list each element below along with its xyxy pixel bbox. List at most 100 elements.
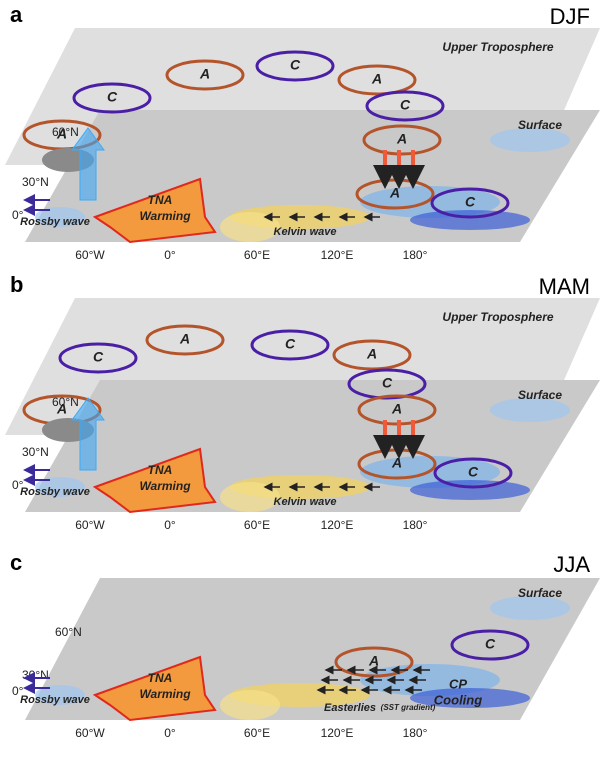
kelvin-label: Kelvin wave xyxy=(274,226,337,238)
season: MAM xyxy=(539,274,590,299)
sst-anomaly xyxy=(490,398,570,422)
lon-label: 180° xyxy=(403,726,428,740)
tna-label: Warming xyxy=(139,209,191,223)
circulation xyxy=(433,457,513,489)
circulation-label: A xyxy=(56,126,67,142)
tna-region xyxy=(92,177,217,244)
sst-anomaly xyxy=(410,210,530,230)
lon-label: 60°E xyxy=(244,248,270,262)
lon-label: 180° xyxy=(403,248,428,262)
panel-letter: a xyxy=(10,2,23,27)
panel: TNA Warming a DJF Upper Troposphere Surface 60… xyxy=(5,2,600,262)
circulation-label: C xyxy=(285,336,296,352)
cp-label: CP xyxy=(449,676,467,691)
cp-label: Cooling xyxy=(434,692,482,707)
circulation xyxy=(362,124,442,156)
circulation-label: A xyxy=(389,185,400,201)
lon-label: 60°W xyxy=(75,518,105,532)
circulation-label: A xyxy=(179,331,190,347)
lat-label: 0° xyxy=(12,684,24,698)
circulation-label: A xyxy=(366,346,377,362)
lat-label: 0° xyxy=(12,478,24,492)
lat-label: 60°N xyxy=(55,625,82,639)
easterlies-note: (SST gradient) xyxy=(381,703,436,712)
tna-region xyxy=(92,655,217,722)
tna-label: Warming xyxy=(139,479,191,493)
sst-anomaly xyxy=(360,186,500,218)
circulation xyxy=(250,329,330,361)
surface-layer-label: Surface xyxy=(518,388,562,402)
circulation-label: C xyxy=(465,194,476,210)
lon-label: 180° xyxy=(403,518,428,532)
circulation xyxy=(347,368,427,400)
upper-layer-label: Upper Troposphere xyxy=(442,40,553,54)
surface-layer-label: Surface xyxy=(518,586,562,600)
upper-layer-label: Upper Troposphere xyxy=(442,310,553,324)
sst-anomaly xyxy=(490,596,570,620)
circulation-label: A xyxy=(199,66,210,82)
sst-anomaly xyxy=(410,688,530,708)
lon-label: 120°E xyxy=(321,248,354,262)
surface-layer-label: Surface xyxy=(518,118,562,132)
season: JJA xyxy=(553,552,590,577)
tna-label: TNA xyxy=(148,671,173,685)
lat-label: 30°N xyxy=(22,445,49,459)
circulation xyxy=(365,90,445,122)
lat-label: 60°N xyxy=(52,125,79,139)
season: DJF xyxy=(550,4,590,29)
circulation xyxy=(334,646,414,678)
sst-anomaly xyxy=(35,477,85,497)
lon-label: 60°W xyxy=(75,248,105,262)
circulation-label: C xyxy=(382,375,393,391)
rossby-label: Rossby wave xyxy=(20,694,90,706)
tna-label: TNA xyxy=(148,463,173,477)
rossby-label: Rossby wave xyxy=(20,216,90,228)
circulation-label: C xyxy=(485,636,496,652)
circulation-label: A xyxy=(56,401,67,417)
circulation-label: C xyxy=(290,57,301,73)
circulation-label: C xyxy=(400,97,411,113)
lon-label: 0° xyxy=(164,518,176,532)
panel: TNA Warming b MAM Upper Troposphere Surface 60… xyxy=(5,272,600,532)
lon-label: 60°E xyxy=(244,726,270,740)
sst-anomaly xyxy=(410,480,530,500)
circulation xyxy=(430,187,510,219)
circulation-label: C xyxy=(468,464,479,480)
tna-label: Warming xyxy=(139,687,191,701)
lat-label: 30°N xyxy=(22,175,49,189)
circulation xyxy=(255,50,335,82)
panel-letter: b xyxy=(10,272,23,297)
circulation xyxy=(165,59,245,91)
circulation-label: A xyxy=(391,455,402,471)
kelvin-label: Kelvin wave xyxy=(274,496,337,508)
lon-label: 120°E xyxy=(321,726,354,740)
circulation-label: C xyxy=(107,89,118,105)
lat-label: 60°N xyxy=(52,395,79,409)
circulation xyxy=(72,82,152,114)
circulation xyxy=(450,629,530,661)
lon-label: 0° xyxy=(164,248,176,262)
tna-label: TNA xyxy=(148,193,173,207)
circulation xyxy=(332,339,412,371)
sst-anomaly xyxy=(35,685,85,705)
lon-label: 60°W xyxy=(75,726,105,740)
tna-region xyxy=(92,447,217,514)
circulation-label: A xyxy=(391,401,402,417)
lon-label: 120°E xyxy=(321,518,354,532)
easterlies-label: Easterlies xyxy=(324,702,376,714)
uplift-arrow xyxy=(71,397,105,471)
uplift-arrow xyxy=(71,127,105,201)
sst-anomaly xyxy=(220,690,280,720)
circulation-label: A xyxy=(371,71,382,87)
lon-label: 0° xyxy=(164,726,176,740)
circulation xyxy=(58,342,138,374)
circulation xyxy=(337,64,417,96)
circulation-label: C xyxy=(93,349,104,365)
panel: TNA Warming c JJA Surface 60°N 30°N 0° 60°W 0° 60°… xyxy=(10,550,600,740)
circulation-label: A xyxy=(368,653,379,669)
lon-label: 60°E xyxy=(244,518,270,532)
lat-label: 30°N xyxy=(22,668,49,682)
lat-label: 0° xyxy=(12,208,24,222)
